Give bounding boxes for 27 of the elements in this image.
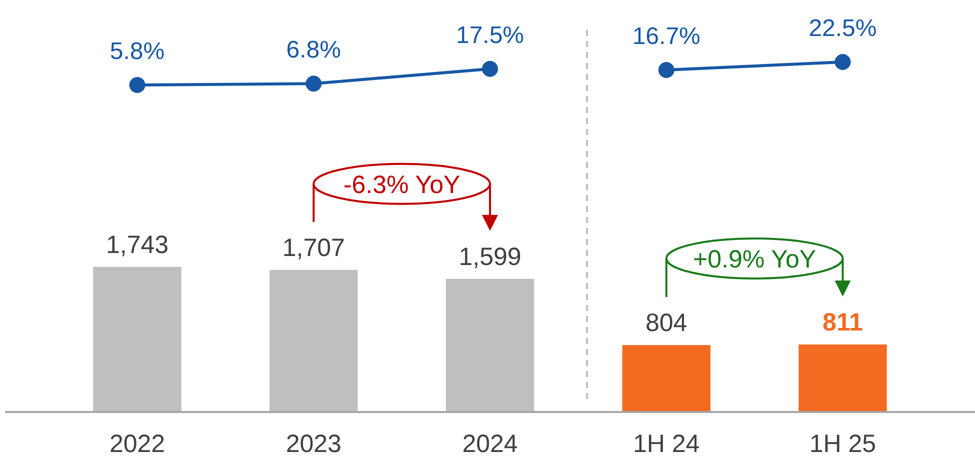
data-label: 17.5% <box>456 22 524 49</box>
data-label: 1,599 <box>458 242 522 271</box>
x-tick-label: 2024 <box>462 430 518 458</box>
point <box>129 77 146 93</box>
annotation: +0.9% YoY <box>693 245 816 274</box>
bar <box>93 266 182 412</box>
data-label: 804 <box>646 309 688 338</box>
data-label: 1,707 <box>282 234 345 262</box>
point <box>658 62 674 78</box>
bar <box>798 344 887 412</box>
point <box>482 60 498 77</box>
data-label: 5.8% <box>110 38 165 65</box>
text: -6.3% YoY <box>343 170 461 199</box>
data-label: 22.5% <box>808 15 877 42</box>
data-label: 16.7% <box>632 22 700 50</box>
x-tick-label: 1H 24 <box>633 430 700 458</box>
bar <box>446 278 534 412</box>
data-label: 6.8% <box>286 36 341 64</box>
point <box>306 76 322 92</box>
bar <box>622 345 710 412</box>
point <box>834 54 851 70</box>
x-tick-label: 2023 <box>286 430 342 458</box>
data-label: 1,743 <box>106 230 169 259</box>
x-tick-label: 1H 25 <box>809 430 876 458</box>
x-tick-label: 2022 <box>109 430 166 458</box>
data-label: 811 <box>822 308 863 336</box>
bar <box>270 270 358 412</box>
